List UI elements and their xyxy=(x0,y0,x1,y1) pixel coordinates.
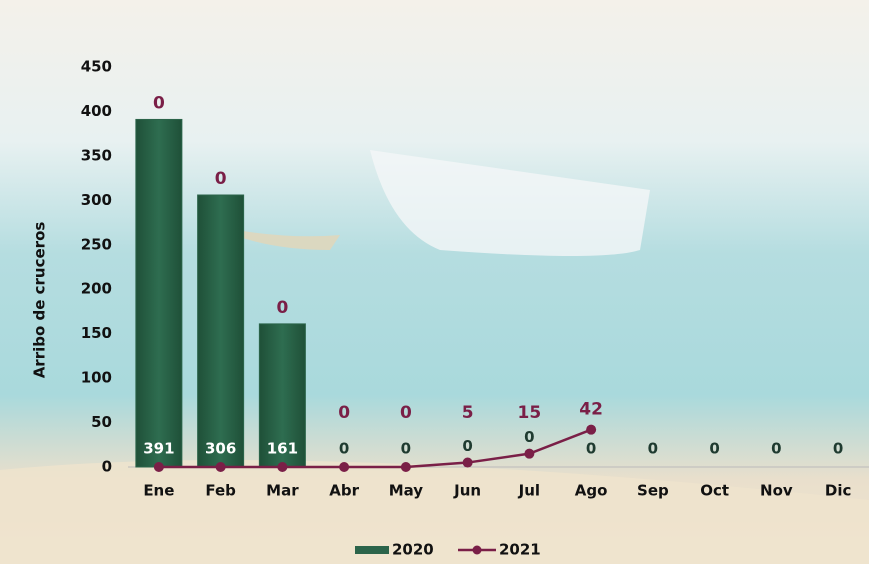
bar-value-label: 0 xyxy=(648,440,658,458)
y-tick-label: 100 xyxy=(81,369,112,387)
bar-value-label: 391 xyxy=(143,440,174,458)
line-point xyxy=(339,462,350,472)
x-tick-label: Jun xyxy=(453,482,481,500)
x-tick-label: Jul xyxy=(518,482,540,500)
sand xyxy=(0,460,869,564)
y-tick-label: 450 xyxy=(81,58,112,76)
line-point xyxy=(153,462,164,472)
y-tick-label: 200 xyxy=(81,280,112,298)
line-value-label: 0 xyxy=(276,298,288,318)
legend-label: 2021 xyxy=(499,541,541,559)
bar-value-label: 0 xyxy=(401,440,411,458)
legend-label: 2020 xyxy=(392,541,434,559)
line-point xyxy=(400,462,411,472)
ship xyxy=(370,150,650,256)
bar-value-label: 161 xyxy=(267,440,298,458)
x-tick-label: Ago xyxy=(575,482,608,500)
line-point xyxy=(524,448,535,459)
bar xyxy=(197,194,245,468)
y-tick-label: 400 xyxy=(81,102,112,120)
x-tick-label: Ene xyxy=(143,482,174,500)
line-value-label: 0 xyxy=(215,169,227,189)
line-value-label: 0 xyxy=(400,403,412,423)
line xyxy=(158,428,592,469)
line-point xyxy=(215,462,226,472)
bar-value-label: 0 xyxy=(833,440,843,458)
y-tick-label: 250 xyxy=(81,235,112,253)
line-point xyxy=(586,424,597,435)
line-value-label: 0 xyxy=(338,403,350,423)
y-tick-label: 350 xyxy=(81,146,112,164)
line-value-label: 0 xyxy=(153,93,165,113)
bar-value-label: 0 xyxy=(462,437,472,455)
line-point xyxy=(277,462,288,472)
line-value-label: 5 xyxy=(462,403,474,423)
y-tick-label: 50 xyxy=(91,413,112,431)
y-tick-label: 150 xyxy=(81,324,112,342)
bar-value-label: 0 xyxy=(524,428,534,446)
line-value-label: 15 xyxy=(518,403,542,423)
x-tick-label: May xyxy=(389,482,424,500)
bar-value-label: 0 xyxy=(339,440,349,458)
legend-swatch xyxy=(355,546,389,554)
bar-value-label: 0 xyxy=(709,440,719,458)
x-tick-label: Dic xyxy=(825,482,851,500)
x-tick-label: Oct xyxy=(700,482,729,500)
x-tick-label: Mar xyxy=(266,482,299,500)
x-tick-label: Nov xyxy=(760,482,793,500)
bar-value-label: 0 xyxy=(586,440,596,458)
bar-value-label: 306 xyxy=(205,440,236,458)
legend-swatch xyxy=(472,545,482,555)
x-tick-label: Abr xyxy=(329,482,359,500)
bar xyxy=(258,323,306,468)
x-tick-label: Sep xyxy=(637,482,669,500)
y-tick-label: 300 xyxy=(81,191,112,209)
line-point xyxy=(462,457,473,468)
x-tick-label: Feb xyxy=(205,482,236,500)
y-tick-label: 0 xyxy=(102,458,112,476)
bar-value-label: 0 xyxy=(771,440,781,458)
line-value-label: 42 xyxy=(579,400,603,420)
bar xyxy=(135,118,183,468)
y-axis-label: Arribo de cruceros xyxy=(31,222,49,379)
